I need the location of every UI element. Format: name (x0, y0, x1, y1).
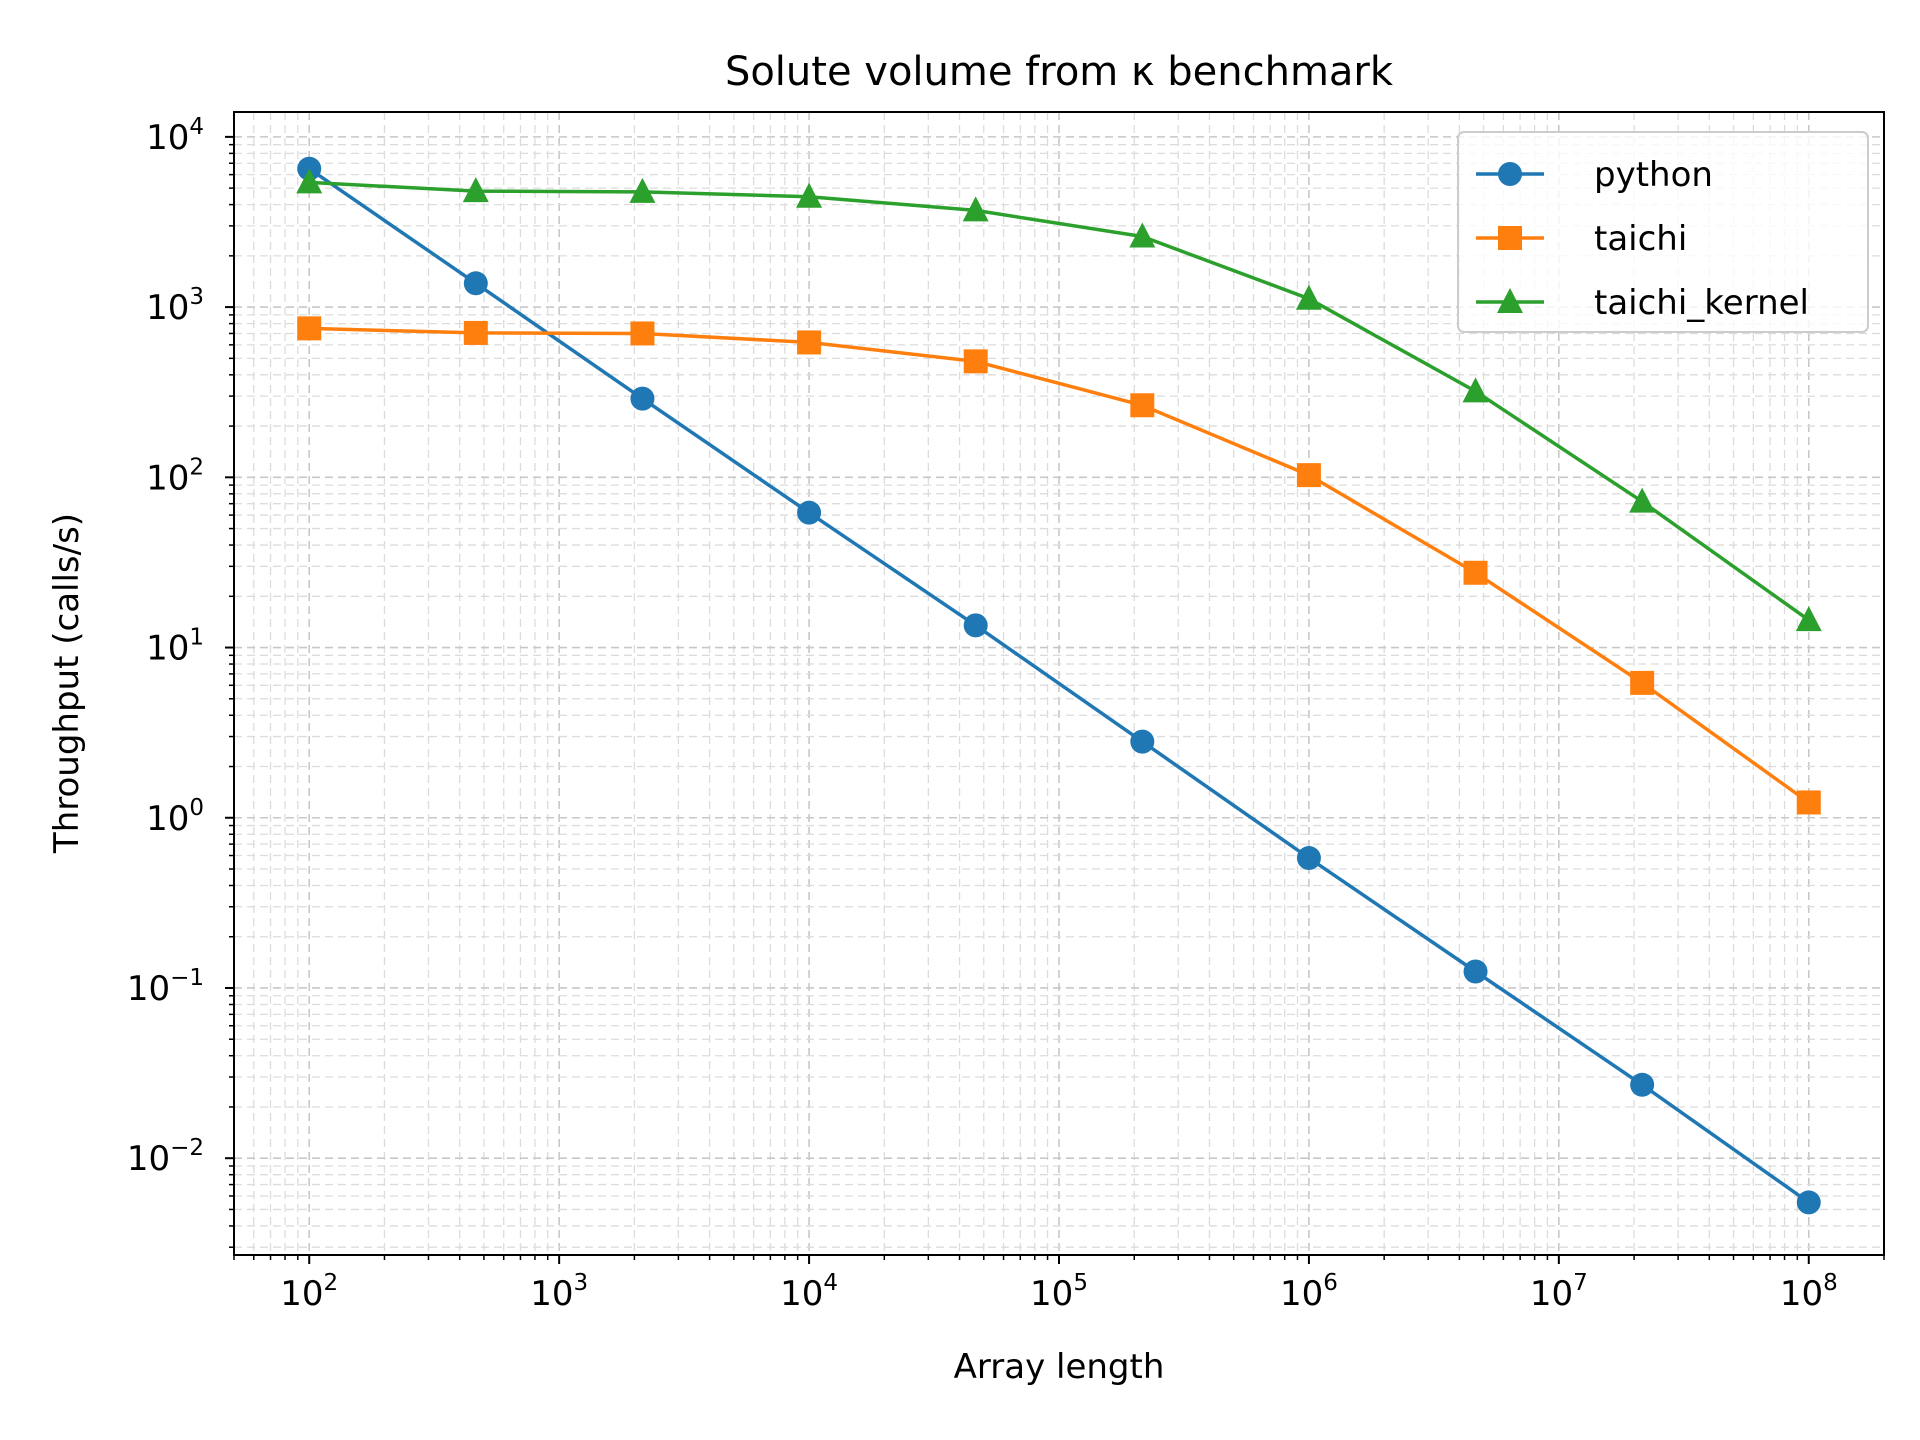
data-point (1130, 393, 1155, 418)
legend: python taichi taichi_kernel (1457, 131, 1869, 333)
legend-item-python: python (1476, 155, 1713, 195)
legend-label: taichi_kernel (1594, 283, 1809, 323)
legend-item-taichi_kernel: taichi_kernel (1476, 283, 1809, 323)
series-line (309, 180, 1810, 622)
data-point (797, 330, 822, 355)
data-point (1630, 670, 1655, 695)
y-tick-label: 104 (146, 114, 204, 158)
data-point (963, 613, 988, 638)
data-point (1795, 606, 1822, 632)
legend-box (1457, 131, 1869, 333)
data-point (1463, 959, 1488, 984)
data-point (1295, 284, 1322, 310)
data-point (1796, 1190, 1821, 1215)
legend-label: taichi (1594, 219, 1687, 259)
x-tick-label: 107 (1530, 1270, 1588, 1314)
series-group (296, 156, 1822, 1215)
data-point (296, 168, 323, 194)
chart-title: Solute volume from κ benchmark (725, 49, 1394, 95)
data-point (1629, 487, 1656, 513)
data-point (1129, 222, 1156, 248)
axis-ticks: 102 103 104 105 106 107 108 10−2 10−1 100 101 102 10… (127, 114, 1885, 1314)
legend-marker (1498, 226, 1522, 250)
data-point (1630, 1072, 1655, 1097)
y-axis-label: Throughput (calls/s) (47, 513, 87, 854)
data-point (1796, 790, 1821, 815)
legend-item-taichi: taichi (1476, 219, 1687, 259)
data-point (963, 349, 988, 374)
y-tick-label: 101 (146, 625, 204, 669)
series-python (297, 156, 1821, 1215)
y-tick-label: 10−1 (127, 965, 204, 1009)
x-tick-label: 105 (1030, 1270, 1088, 1314)
x-tick-label: 108 (1780, 1270, 1838, 1314)
series-line (309, 326, 1810, 804)
grid (233, 112, 1885, 1255)
legend-label: python (1594, 155, 1713, 195)
data-point (462, 177, 489, 203)
data-point (796, 182, 823, 208)
x-tick-label: 102 (280, 1270, 338, 1314)
data-point (463, 271, 488, 296)
data-point (630, 321, 655, 346)
x-tick-label: 103 (530, 1270, 588, 1314)
data-point (797, 500, 822, 525)
x-tick-label: 104 (780, 1270, 838, 1314)
data-point (1462, 377, 1489, 403)
legend-marker (1497, 288, 1523, 313)
data-point (463, 320, 488, 345)
data-point (1463, 560, 1488, 585)
data-point (1296, 463, 1321, 488)
series-taichi_kernel (296, 168, 1822, 632)
y-tick-label: 102 (146, 454, 204, 498)
y-tick-label: 103 (146, 284, 204, 328)
data-point (1130, 729, 1155, 754)
data-point (962, 196, 989, 222)
series-line (308, 167, 1810, 1204)
x-axis-label: Array length (954, 1347, 1165, 1387)
data-point (1296, 846, 1321, 871)
data-point (629, 177, 656, 203)
series-taichi (297, 316, 1821, 815)
plot-frame (233, 111, 1885, 1256)
y-tick-label: 10−2 (127, 1135, 204, 1179)
legend-marker (1498, 162, 1522, 186)
y-tick-label: 100 (146, 795, 204, 839)
data-point (630, 386, 655, 411)
data-point (297, 316, 322, 341)
x-tick-label: 106 (1280, 1270, 1338, 1314)
